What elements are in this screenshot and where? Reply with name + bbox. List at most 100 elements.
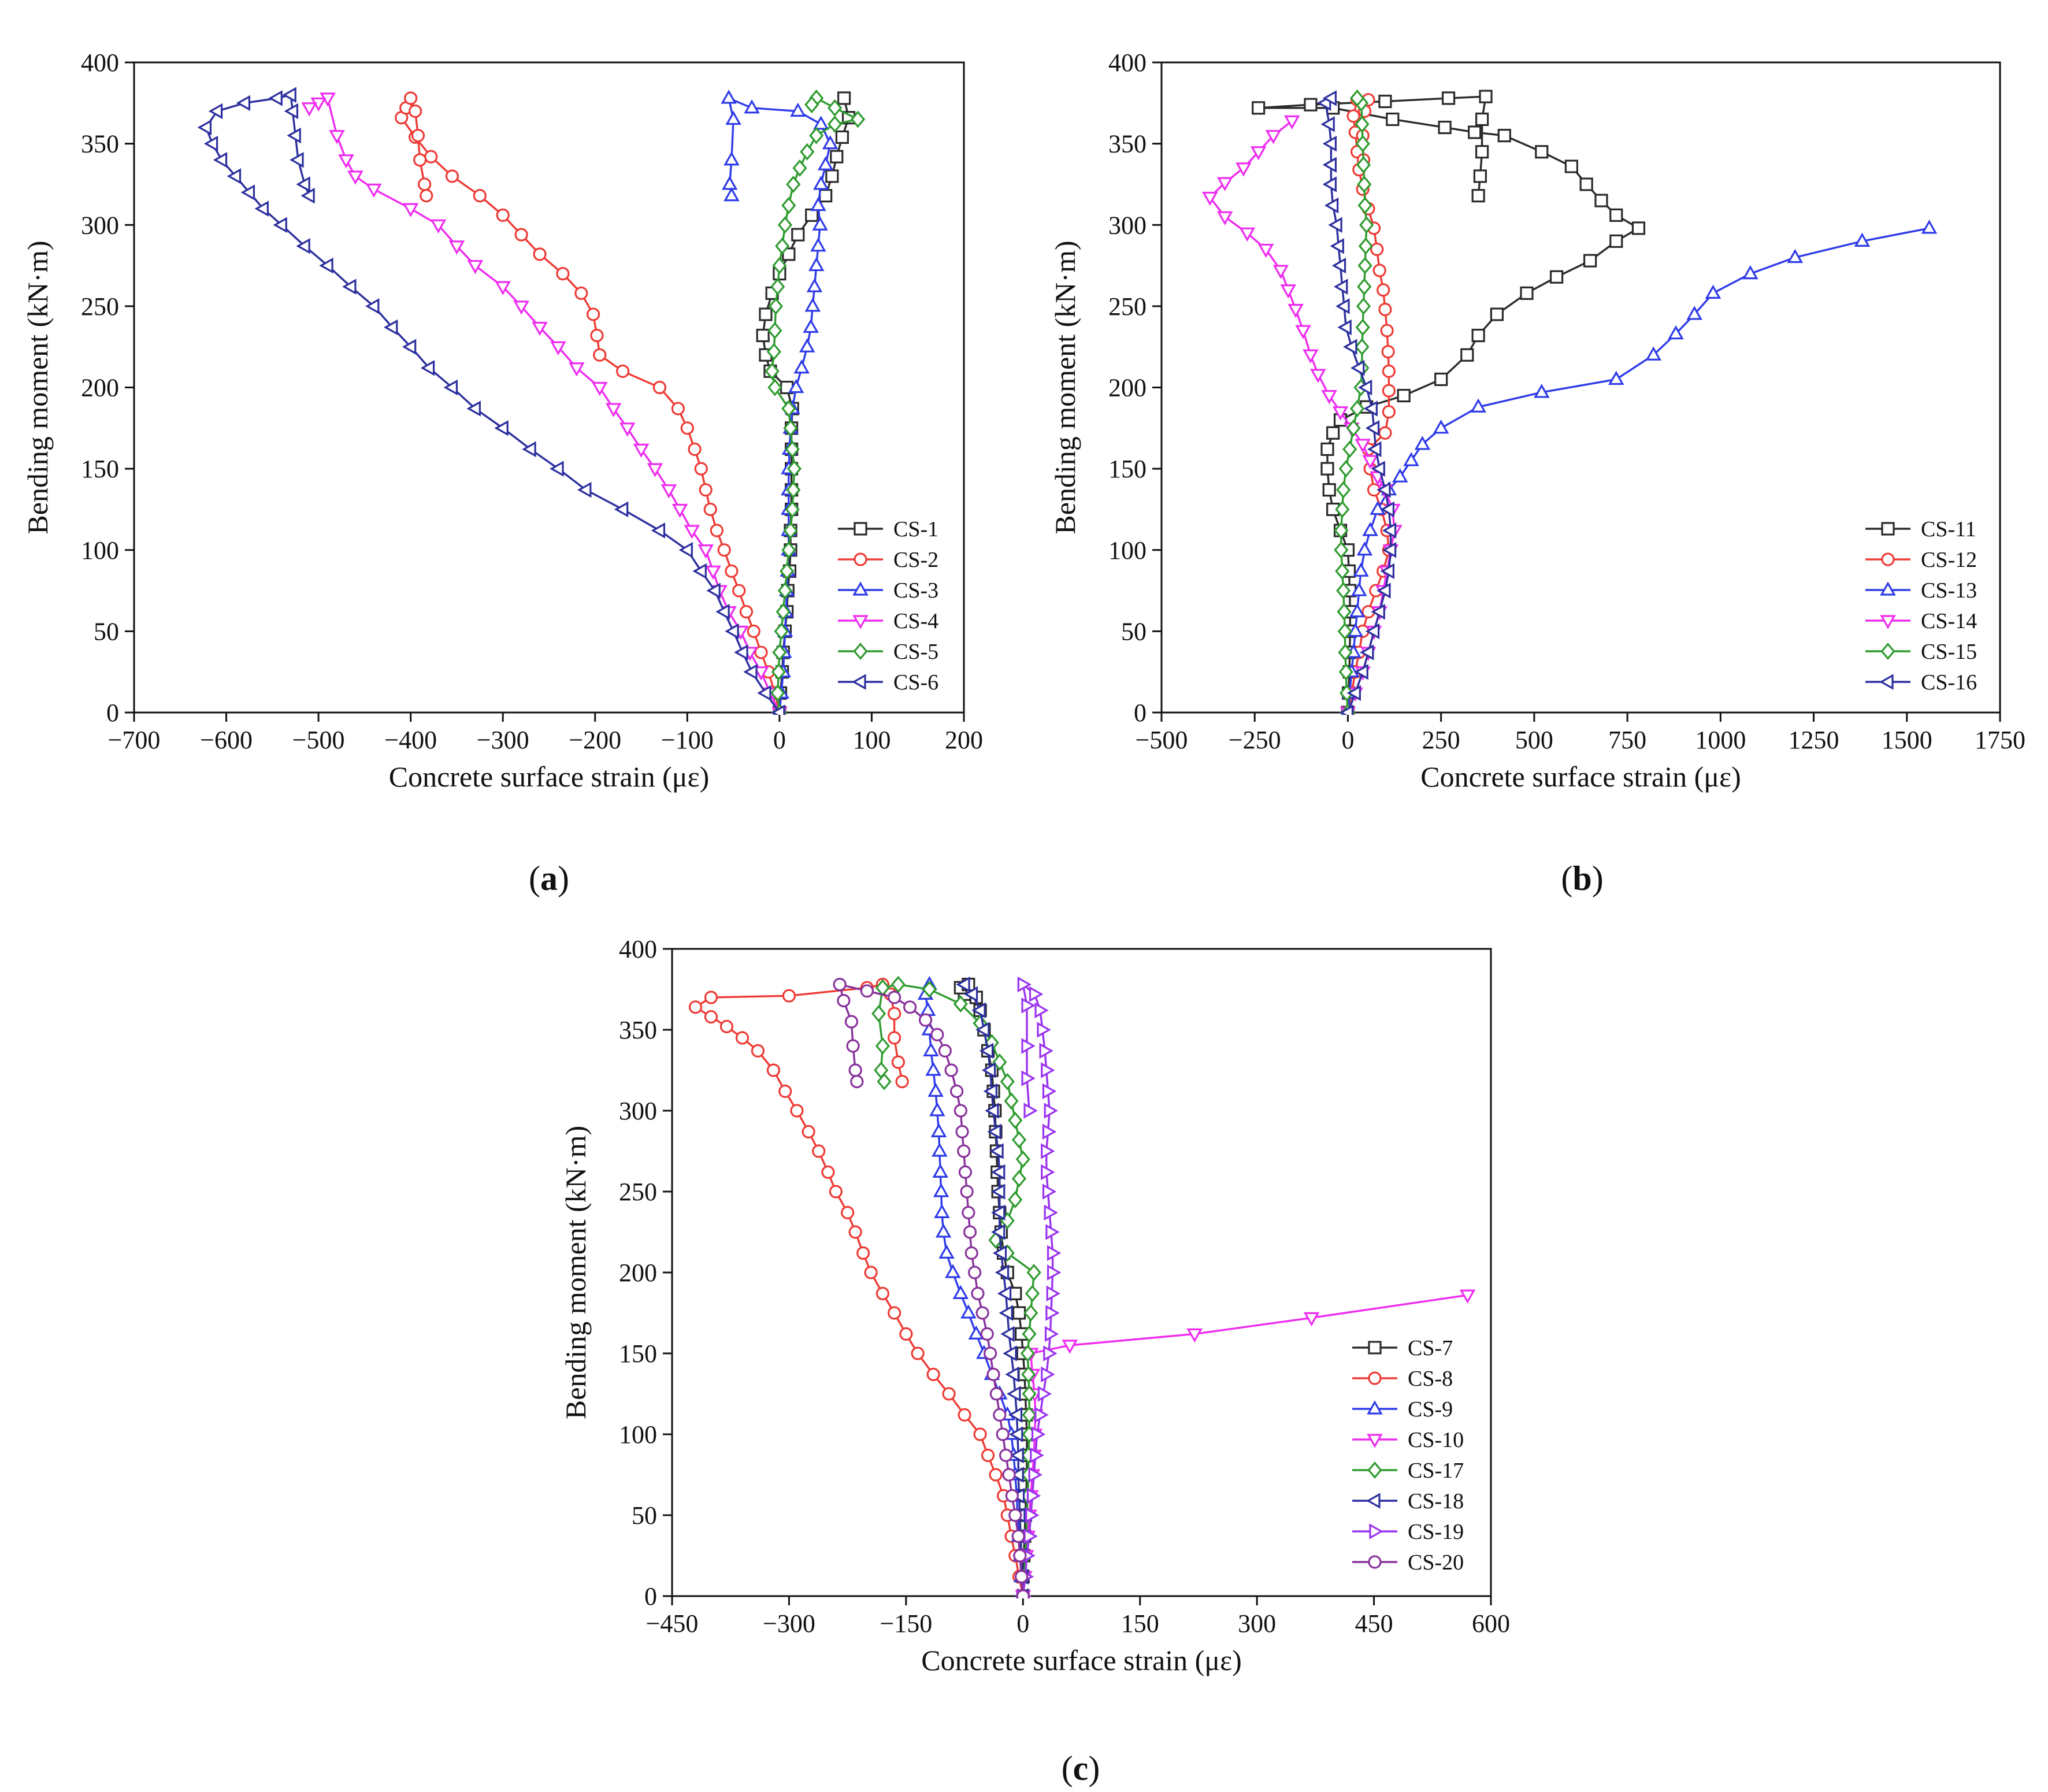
data-point bbox=[1257, 243, 1274, 258]
data-point bbox=[430, 219, 447, 234]
data-point bbox=[1003, 1345, 1017, 1361]
data-point bbox=[739, 605, 754, 619]
series-cs-13 bbox=[1341, 220, 1938, 715]
legend: CS-11 CS-12 CS-13 CS-14 CS-15 CS-16 bbox=[1865, 517, 1977, 695]
data-point bbox=[236, 95, 251, 112]
data-point bbox=[1216, 177, 1233, 191]
data-point bbox=[684, 525, 700, 539]
data-point bbox=[1252, 101, 1266, 115]
data-point bbox=[1475, 145, 1489, 159]
legend-marker bbox=[853, 643, 868, 660]
data-point bbox=[1380, 501, 1394, 518]
data-point bbox=[1645, 346, 1661, 361]
data-point bbox=[1668, 325, 1684, 340]
x-tick-label: −150 bbox=[880, 1609, 932, 1638]
data-point bbox=[1303, 1312, 1320, 1327]
data-point bbox=[1025, 1285, 1040, 1303]
data-point bbox=[1359, 216, 1374, 234]
data-point bbox=[891, 975, 906, 993]
legend-marker bbox=[1369, 1523, 1383, 1539]
data-point bbox=[301, 102, 317, 117]
data-point bbox=[1535, 145, 1549, 159]
series-cs-12 bbox=[1341, 93, 1396, 715]
data-point bbox=[1357, 379, 1372, 396]
x-tick-label: −500 bbox=[292, 726, 345, 754]
data-point bbox=[1037, 1022, 1051, 1038]
data-point bbox=[1583, 254, 1597, 268]
data-point bbox=[899, 1327, 913, 1341]
data-point bbox=[1377, 583, 1391, 599]
data-point bbox=[1288, 303, 1304, 318]
data-point bbox=[1010, 1467, 1024, 1483]
data-point bbox=[699, 483, 713, 497]
data-point bbox=[443, 379, 458, 396]
legend-label: CS-13 bbox=[1921, 578, 1977, 603]
data-point bbox=[706, 583, 721, 599]
data-point bbox=[960, 1304, 977, 1319]
data-point bbox=[786, 481, 801, 499]
y-tick-label: 200 bbox=[1108, 374, 1147, 402]
data-point bbox=[697, 544, 714, 559]
data-point bbox=[981, 1062, 996, 1078]
x-tick-label: −450 bbox=[646, 1609, 699, 1638]
data-point bbox=[995, 1264, 1010, 1281]
legend-label: CS-9 bbox=[1408, 1397, 1453, 1422]
data-point bbox=[1460, 348, 1474, 362]
data-point bbox=[1497, 128, 1511, 143]
legend-label: CS-4 bbox=[893, 609, 938, 633]
data-point bbox=[1380, 563, 1394, 580]
data-point bbox=[692, 563, 707, 580]
x-tick-label: 100 bbox=[852, 726, 891, 754]
data-point bbox=[919, 1001, 936, 1016]
data-point bbox=[821, 1165, 835, 1179]
y-tick-label: 250 bbox=[1108, 292, 1147, 321]
data-point bbox=[1339, 704, 1354, 715]
data-point bbox=[791, 228, 805, 242]
data-point bbox=[1008, 1407, 1023, 1423]
data-point bbox=[1631, 221, 1646, 235]
data-point bbox=[747, 624, 760, 638]
data-point bbox=[812, 1144, 826, 1158]
data-point bbox=[208, 103, 223, 120]
data-point bbox=[402, 339, 417, 355]
data-point bbox=[513, 300, 529, 315]
x-tick-label: 0 bbox=[1341, 726, 1354, 754]
data-point bbox=[1549, 270, 1564, 284]
data-point bbox=[979, 1042, 994, 1059]
data-point bbox=[802, 1125, 815, 1139]
data-point bbox=[1022, 1406, 1037, 1424]
data-point bbox=[420, 189, 433, 203]
data-point bbox=[466, 400, 481, 417]
data-point bbox=[772, 643, 787, 661]
data-point bbox=[888, 1306, 901, 1320]
data-point bbox=[424, 150, 438, 164]
y-tick-label: 100 bbox=[81, 536, 119, 565]
data-point bbox=[817, 156, 834, 170]
data-point bbox=[300, 187, 315, 204]
data-point bbox=[1334, 541, 1349, 559]
data-point bbox=[1441, 91, 1456, 105]
data-point bbox=[614, 501, 629, 518]
data-point bbox=[1342, 440, 1357, 458]
y-tick-label: 300 bbox=[1108, 211, 1147, 239]
data-point bbox=[754, 645, 768, 659]
data-point bbox=[619, 422, 636, 437]
plot-frame bbox=[1160, 61, 2001, 714]
data-point bbox=[688, 442, 702, 456]
data-point bbox=[1236, 162, 1252, 177]
series-line bbox=[1346, 227, 1930, 713]
data-point bbox=[971, 1002, 986, 1019]
data-point bbox=[688, 1000, 703, 1014]
data-point bbox=[197, 119, 212, 136]
data-point bbox=[766, 343, 781, 361]
data-point bbox=[1021, 1070, 1036, 1086]
data-point bbox=[1310, 369, 1326, 383]
data-point bbox=[992, 1053, 1007, 1071]
chart-panel-b: −500 −250 0 250 500 750 1000 1250 1500 1750 0 50 100… bbox=[1049, 49, 2025, 897]
data-point bbox=[347, 170, 363, 185]
data-point bbox=[671, 402, 685, 415]
data-point bbox=[935, 1223, 952, 1238]
data-point bbox=[532, 321, 548, 336]
data-point bbox=[1365, 420, 1380, 436]
data-point bbox=[953, 995, 968, 1013]
